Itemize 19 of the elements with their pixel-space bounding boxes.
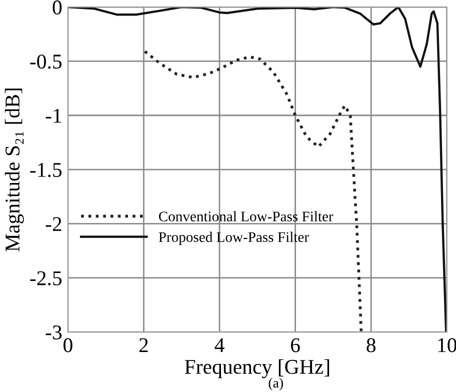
y-tick-label: -2 [46,217,62,231]
x-axis-title: Frequency [GHz] [184,359,330,378]
y-tick-label: -1.5 [30,163,62,178]
legend-label: Conventional Low-Pass Filter [158,211,334,222]
y-tick-label: -3 [46,325,62,340]
y-tick-label: 0 [52,0,62,14]
x-tick-label: 6 [290,338,300,352]
line-series [68,7,447,332]
y-axis-title: Magnitude S₂₁ [dB] [4,88,24,252]
y-tick-label: -0.5 [30,54,62,69]
text: (a) [268,378,283,390]
y-tick-label: -2.5 [30,271,62,286]
x-tick-label: 4 [214,338,224,352]
x-tick-label: 8 [366,338,376,352]
legend-label: Proposed Low-Pass Filter [158,232,309,245]
line-series [143,50,363,332]
y-tick-label: -1 [46,108,62,123]
x-tick-label: 2 [139,338,148,352]
x-tick-label: 0 [64,338,72,352]
